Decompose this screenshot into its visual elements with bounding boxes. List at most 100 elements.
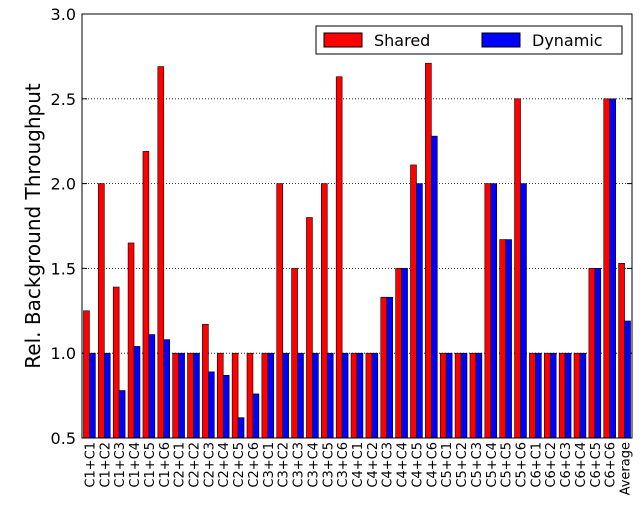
bar (475, 352, 483, 439)
x-tick-label: C5+C2 (455, 442, 470, 488)
x-tick-label: C2+C5 (232, 442, 247, 488)
bar (83, 310, 90, 439)
y-tick-label: 2.0 (51, 175, 76, 194)
bar (499, 239, 506, 439)
y-tick-label: 0.5 (51, 429, 76, 448)
x-tick-label: C2+C3 (202, 442, 217, 488)
bar (306, 217, 313, 439)
bar (624, 320, 631, 439)
x-tick-label: C4+C5 (410, 442, 425, 488)
legend-label: Dynamic (532, 31, 603, 50)
x-tick-label: C6+C4 (574, 442, 589, 488)
legend-swatch (323, 32, 363, 48)
bar (395, 268, 402, 439)
y-tick-label: 1.5 (51, 259, 76, 278)
bar (529, 352, 536, 439)
bar (380, 296, 388, 439)
x-tick-label: C1+C5 (143, 442, 158, 488)
bar (588, 268, 596, 439)
y-tick-label: 1.0 (51, 344, 76, 363)
bar (252, 393, 260, 439)
bar (618, 263, 625, 439)
x-tick-label: C3+C2 (277, 442, 292, 488)
x-tick-label: C5+C1 (440, 442, 455, 488)
x-tick-label: C5+C4 (485, 442, 500, 488)
bar (594, 268, 602, 439)
x-tick-label: C5+C5 (500, 442, 515, 488)
bar (127, 242, 135, 439)
plot-frame (81, 13, 633, 439)
x-tick-label: C1+C4 (128, 442, 143, 488)
bar (216, 352, 224, 439)
x-tick-label: C5+C6 (515, 442, 530, 488)
bar (312, 352, 319, 439)
y-tick-label: 2.5 (51, 90, 76, 109)
x-tick-label: C1+C1 (83, 442, 98, 488)
x-tick-label: C3+C5 (321, 442, 336, 488)
x-tick-label: C6+C6 (604, 442, 619, 488)
bar (246, 352, 254, 439)
bar (484, 183, 492, 439)
bar (222, 374, 230, 439)
bar (282, 352, 289, 439)
bar (386, 296, 393, 439)
bar (231, 352, 239, 439)
bar (187, 352, 194, 439)
bar (425, 62, 432, 439)
bar (276, 183, 283, 439)
bar (558, 352, 566, 439)
x-tick-label: C6+C5 (589, 442, 604, 488)
bar (505, 239, 512, 439)
bar (365, 352, 373, 439)
x-tick-label: C6+C1 (529, 442, 544, 488)
bar (410, 164, 417, 439)
bar (178, 352, 185, 439)
x-tick-label: C4+C6 (425, 442, 440, 488)
bar (371, 352, 379, 439)
x-tick-label: C2+C4 (217, 442, 232, 488)
x-tick-label: C5+C3 (470, 442, 485, 488)
x-tick-label: C1+C6 (158, 442, 173, 488)
bar (439, 352, 447, 439)
bar (148, 334, 156, 439)
bar (291, 268, 298, 439)
x-tick-label: C1+C3 (113, 442, 128, 488)
bar (163, 339, 171, 439)
bar (89, 352, 96, 439)
x-tick-label: C4+C1 (351, 442, 366, 488)
x-tick-label: C2+C2 (187, 442, 202, 488)
x-tick-label: C6+C3 (559, 442, 574, 488)
y-tick-label: 3.0 (51, 5, 76, 24)
bar (142, 151, 150, 439)
bar (118, 390, 126, 439)
bar (579, 352, 587, 439)
bar (431, 135, 438, 439)
bar (490, 183, 498, 439)
x-tick-label: C4+C4 (396, 442, 411, 488)
bar (208, 371, 215, 439)
bar (267, 352, 275, 439)
bar (549, 352, 557, 439)
bar (103, 352, 111, 439)
bar (350, 352, 358, 439)
bar (202, 324, 209, 439)
legend-label: Shared (374, 31, 430, 50)
bar (543, 352, 551, 439)
x-tick-label: C3+C4 (306, 442, 321, 488)
bar (445, 352, 453, 439)
bar (603, 98, 611, 439)
bar (416, 183, 423, 439)
bar (564, 352, 572, 439)
x-tick-label: C3+C3 (292, 442, 307, 488)
x-tick-label: C3+C6 (336, 442, 351, 488)
bar (172, 352, 179, 439)
bar (335, 76, 343, 439)
x-tick-label: C3+C1 (262, 442, 277, 488)
bar (193, 352, 200, 439)
bar (520, 183, 527, 439)
x-tick-label: C6+C2 (544, 442, 559, 488)
x-tick-label: C2+C1 (173, 442, 188, 488)
bar (133, 346, 141, 439)
bar (326, 352, 334, 439)
